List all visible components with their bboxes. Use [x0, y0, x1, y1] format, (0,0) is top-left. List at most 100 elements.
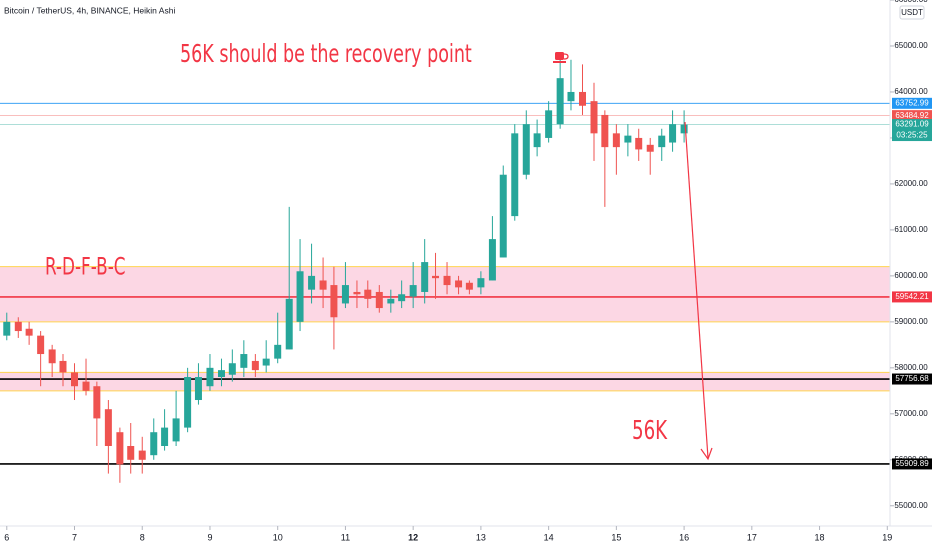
candle-body	[477, 278, 485, 288]
candle-body	[658, 135, 666, 148]
candle-body	[274, 344, 282, 359]
candle-body	[14, 321, 22, 332]
x-tick-label: 15	[611, 532, 621, 542]
candle-body	[578, 91, 586, 106]
candle-body	[590, 101, 598, 134]
x-tick-label: 13	[476, 532, 486, 542]
candle-body	[194, 377, 202, 401]
y-tick-label: 66000.00	[894, 0, 928, 4]
candle-body	[25, 328, 33, 336]
x-tick-label: 12	[408, 532, 418, 542]
arrow-shaft	[684, 121, 709, 459]
candle-body	[499, 174, 507, 258]
candle-body	[488, 239, 496, 281]
arrow-head	[700, 447, 713, 461]
x-tick-label: 6	[4, 532, 9, 542]
candle-body	[353, 291, 361, 295]
currency: USDT	[901, 8, 923, 17]
candle-body	[669, 124, 677, 143]
x-tick-label: 8	[140, 532, 145, 542]
x-tick-label: 10	[273, 532, 283, 542]
candle-body	[71, 372, 79, 387]
candle-body	[680, 124, 688, 134]
price-label: 59542.21	[895, 292, 929, 301]
candle-body	[116, 432, 124, 465]
price-label: 63484.92	[895, 111, 929, 120]
x-tick-label: 17	[747, 532, 757, 542]
candle-body	[93, 386, 101, 419]
countdown: 03:25:25	[896, 131, 928, 140]
candle-body	[82, 381, 90, 391]
price-axis	[890, 0, 932, 550]
candle-body	[172, 418, 180, 442]
price-label-box	[892, 119, 932, 142]
price-label-box	[892, 458, 932, 470]
price-label: 57756.68	[895, 374, 929, 383]
icon-saucer	[553, 61, 566, 63]
chart-title: Bitcoin / TetherUS, 4h, BINANCE, Heikin …	[4, 5, 175, 15]
candle-body	[601, 114, 609, 148]
candle-body	[48, 349, 56, 364]
candle-body	[3, 321, 11, 336]
candle-body	[646, 144, 654, 152]
x-tick-label: 11	[341, 532, 350, 542]
candle-body	[262, 358, 270, 366]
candle-body	[59, 360, 67, 373]
y-tick-label: 59000.00	[894, 317, 928, 326]
y-tick-label: 55000.00	[894, 501, 928, 510]
candle-body	[330, 285, 338, 318]
candle-body	[443, 275, 451, 286]
icon-handle	[563, 53, 569, 60]
candle-body	[635, 137, 643, 150]
candle-body	[217, 370, 225, 378]
currency-box[interactable]	[899, 5, 925, 20]
candle-body	[421, 262, 429, 292]
y-tick-label: 58000.00	[894, 363, 928, 372]
annotation: 56K should be the recovery point	[180, 40, 472, 69]
candle-body	[150, 432, 158, 456]
y-tick-label: 57000.00	[894, 409, 928, 418]
x-tick-label: 16	[679, 532, 689, 542]
x-tick-label: 7	[72, 532, 77, 542]
price-label: 63752.99	[895, 98, 929, 107]
zone	[0, 266, 890, 322]
candle-body	[228, 363, 236, 375]
price-label-box	[892, 373, 932, 385]
candle-body	[455, 280, 463, 288]
x-tick-label: 19	[882, 532, 892, 542]
zone	[0, 372, 890, 391]
candle-body	[612, 133, 620, 148]
candle-body	[296, 271, 304, 322]
candle-body	[251, 360, 259, 371]
candle-body	[104, 409, 112, 446]
candle-body	[522, 124, 530, 175]
candle-body	[184, 377, 192, 428]
annotation: R-D-F-B-C	[45, 254, 126, 282]
price-lines	[0, 102, 890, 465]
candle-body	[364, 289, 372, 299]
price-label-box	[892, 97, 932, 109]
y-tick-label: 60000.00	[894, 271, 928, 280]
candle-body	[387, 298, 395, 304]
candle-body	[308, 275, 316, 290]
candle-body	[37, 335, 45, 355]
y-tick-label: 61000.00	[894, 225, 928, 234]
candle-body	[127, 445, 135, 460]
candle-body	[319, 280, 327, 290]
candle-body	[432, 275, 440, 279]
candle-body	[624, 135, 632, 143]
candle-body	[240, 354, 248, 368]
candles	[3, 55, 688, 483]
price-label-box	[892, 110, 932, 122]
candle-body	[511, 133, 519, 217]
y-tick-label: 65000.00	[894, 41, 928, 50]
price-label: 55909.89	[895, 459, 929, 468]
candle-body	[206, 367, 214, 387]
price-label-box	[892, 291, 932, 303]
candle-body	[409, 285, 417, 297]
x-tick-label: 18	[815, 532, 825, 542]
y-tick-label: 64000.00	[894, 87, 928, 96]
